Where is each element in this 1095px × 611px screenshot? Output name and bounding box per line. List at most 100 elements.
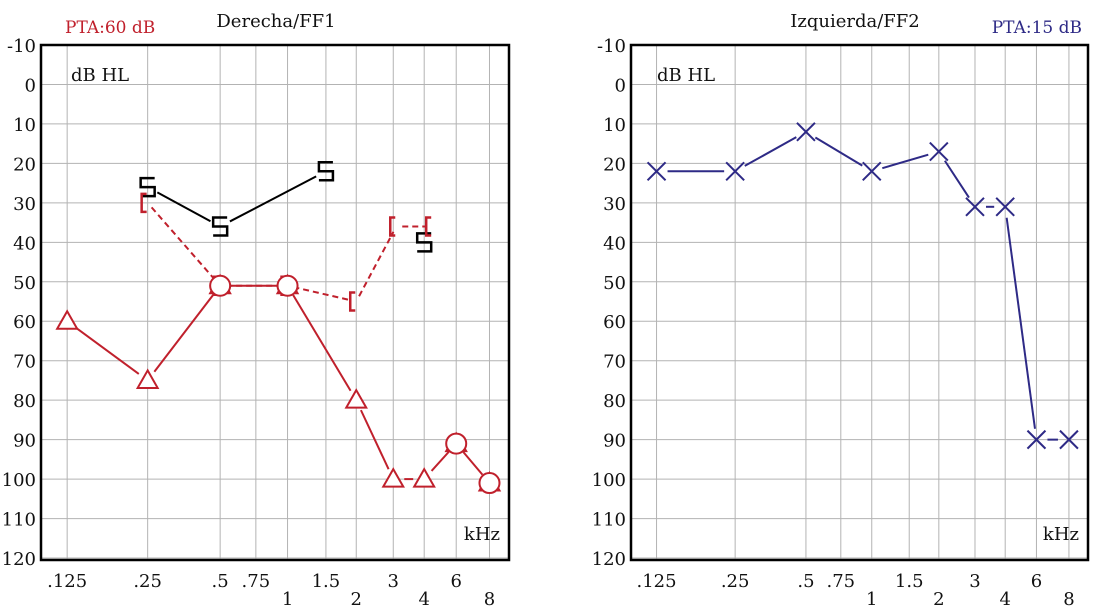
y-tick-label: 0	[25, 75, 36, 96]
x-tick-label: 4	[999, 589, 1010, 610]
data-point-bracket	[348, 291, 356, 312]
x-tick-label: .5	[212, 571, 229, 592]
series-0	[0, 0, 433, 253]
series-line-segment	[462, 451, 484, 476]
y-tick-label: 30	[13, 194, 36, 215]
x-tick-label: .25	[133, 571, 162, 592]
x-tick-label: .5	[797, 571, 814, 592]
data-point-x	[646, 161, 667, 181]
x-tick-label: 1	[866, 589, 877, 610]
x-tick-label: 1.5	[895, 571, 924, 592]
chart-title: Izquierda/FF2	[790, 11, 919, 32]
data-point-s	[317, 161, 335, 182]
series-line-segment	[358, 231, 395, 297]
y-tick-label: 70	[603, 352, 626, 373]
y-tick-label: 120	[2, 549, 36, 570]
y-tick-label: -10	[7, 36, 36, 57]
y-tick-label: -10	[597, 36, 626, 57]
data-point-x	[1026, 429, 1047, 450]
x-axis-label: kHz	[464, 524, 500, 545]
series-line-segment	[1005, 217, 1036, 429]
x-tick-label: 3	[388, 571, 399, 592]
data-point-x	[796, 122, 816, 142]
y-tick-label: 80	[603, 391, 626, 412]
series-line-segment	[944, 160, 970, 199]
x-tick-label: 3	[969, 571, 980, 592]
x-tick-label: .75	[826, 571, 855, 592]
audiogram-left-ear: Izquierda/FF2 PTA:15 dB dB HL kHz -10 0 10 20 30…	[592, 11, 1090, 610]
x-tick-label: 2	[933, 589, 944, 610]
data-point-triangle	[412, 467, 436, 488]
data-point-s	[139, 176, 156, 198]
x-axis-label: kHz	[1043, 524, 1079, 545]
series-line-segment	[814, 136, 863, 167]
data-point-x	[862, 161, 882, 181]
plot-frame	[39, 43, 511, 562]
y-tick-label: 60	[13, 312, 36, 333]
x-tick-label: .125	[47, 571, 87, 592]
data-point-s	[415, 232, 433, 253]
y-axis-label: dB HL	[657, 65, 715, 86]
series-line-segment	[293, 286, 351, 302]
y-tick-label: 10	[13, 115, 36, 136]
y-tick-label: 80	[13, 391, 36, 412]
series-line-segment	[229, 175, 317, 223]
data-point-s	[211, 216, 229, 237]
data-point-bracket	[140, 192, 147, 214]
y-tick-label: 60	[603, 312, 626, 333]
series-0	[646, 122, 1079, 450]
y-tick-label: 50	[13, 273, 36, 294]
y-tick-label: 100	[2, 470, 36, 491]
y-tick-label: 30	[603, 194, 626, 215]
y-tick-label: 10	[603, 115, 626, 136]
data-point-circle	[445, 432, 468, 455]
series-line-segment	[156, 191, 211, 223]
x-tick-label: .25	[721, 571, 750, 592]
y-tick-label: 20	[603, 154, 626, 175]
data-point-circle	[276, 274, 299, 297]
series-3	[209, 274, 501, 495]
series-line-segment	[744, 136, 797, 167]
data-point-x	[965, 197, 985, 217]
data-point-circle	[209, 274, 232, 297]
y-axis-label: dB HL	[71, 65, 129, 86]
series-line-segment	[153, 293, 215, 373]
y-tick-label: 100	[592, 470, 626, 491]
data-point-bracket	[389, 216, 396, 237]
y-tick-label: 50	[603, 273, 626, 294]
data-point-triangle	[381, 467, 405, 488]
x-tick-label: 2	[351, 589, 362, 610]
y-tick-label: 0	[615, 75, 626, 96]
data-point-bracket	[424, 216, 432, 237]
series-line-segment	[430, 451, 450, 472]
x-tick-label: 1.5	[312, 571, 341, 592]
series-line-segment	[360, 409, 390, 470]
x-tick-label: 8	[1063, 589, 1074, 610]
series-line-segment	[75, 326, 140, 375]
data-point-triangle	[55, 309, 79, 330]
y-tick-label: 40	[13, 233, 36, 254]
y-tick-label: 40	[603, 233, 626, 254]
pta-label: PTA:60 dB	[65, 18, 155, 38]
data-point-x	[995, 197, 1015, 217]
series-line-segment	[882, 153, 929, 170]
y-tick-label: 90	[603, 431, 626, 452]
data-point-circle	[478, 472, 501, 495]
series-2	[55, 273, 502, 492]
data-point-triangle	[344, 388, 368, 409]
y-tick-label: 120	[592, 549, 626, 570]
series-line-segment	[150, 206, 217, 282]
data-point-x	[929, 141, 949, 162]
series-line-segment	[292, 294, 352, 392]
data-point-x	[725, 161, 745, 181]
x-tick-label: 8	[484, 589, 495, 610]
x-tick-label: 4	[418, 589, 429, 610]
y-tick-label: 110	[2, 510, 36, 531]
x-tick-label: 6	[450, 571, 461, 592]
pta-label: PTA:15 dB	[992, 18, 1082, 38]
x-tick-label: 1	[282, 589, 293, 610]
x-tick-label: .125	[637, 571, 677, 592]
x-tick-label: 6	[1031, 571, 1042, 592]
data-point-x	[1059, 429, 1079, 450]
